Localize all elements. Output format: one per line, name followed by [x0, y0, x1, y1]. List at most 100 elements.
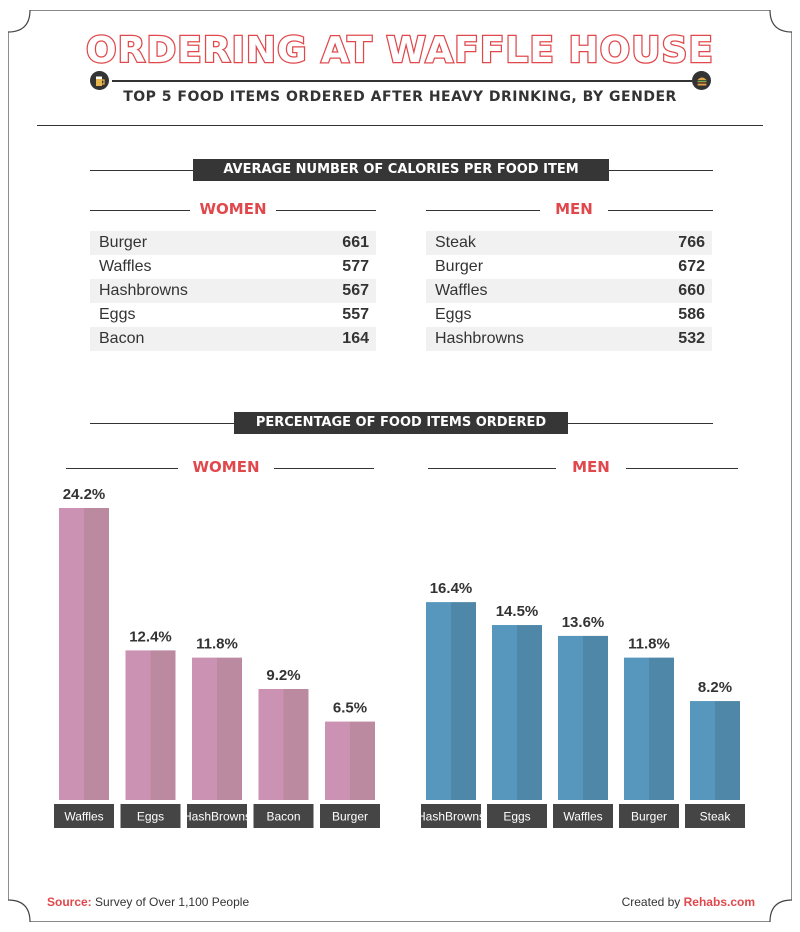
men-bar: [492, 625, 517, 800]
calorie-value: 586: [678, 306, 705, 323]
men-bar-group: 11.8% Burger: [619, 636, 679, 828]
men-category-box: [487, 804, 547, 828]
calorie-item: Eggs: [99, 306, 136, 323]
table-row: Eggs 557: [90, 303, 376, 327]
women-bar: [325, 721, 350, 800]
men-category-box: [421, 804, 481, 828]
men-bar-group: 13.6% Waffles: [553, 614, 613, 828]
women-category-label: Burger: [332, 810, 368, 824]
women-bar-shade: [150, 650, 176, 800]
women-category-label: Waffles: [64, 810, 103, 824]
percentage-banner: PERCENTAGE OF FOOD ITEMS ORDERED: [234, 412, 568, 434]
men-bar: [624, 657, 649, 800]
title-rule: [112, 80, 692, 82]
women-category-box: [253, 804, 314, 828]
men-value-label: 14.5%: [496, 603, 539, 620]
calorie-item: Eggs: [435, 306, 472, 323]
credit-note: Created by Rehabs.com: [622, 895, 755, 909]
men-bar: [426, 602, 451, 800]
table-row: Waffles 577: [90, 255, 376, 279]
women-category-label: Eggs: [137, 810, 164, 824]
men-category-label: Steak: [700, 810, 732, 824]
credit-prefix: Created by: [621, 895, 681, 909]
women-calories-label: WOMEN: [190, 200, 276, 218]
women-category-label: HashBrowns: [183, 810, 251, 824]
calorie-value: 567: [342, 282, 369, 299]
women-category-box: [120, 804, 181, 828]
women-bar-shade: [217, 657, 242, 800]
women-calories-table: Burger 661 Waffles 577 Hashbrowns 567 Eggs 5…: [90, 231, 376, 351]
men-value-label: 8.2%: [698, 679, 732, 696]
table-row: Waffles 660: [426, 279, 712, 303]
women-category-box: [54, 804, 114, 828]
men-value-label: 16.4%: [430, 580, 473, 597]
men-bar-group: 8.2% Steak: [685, 679, 745, 828]
calorie-value: 661: [342, 234, 369, 251]
page-subtitle: TOP 5 FOOD ITEMS ORDERED AFTER HEAVY DRI…: [123, 89, 677, 105]
men-bar-group: 16.4% HashBrowns: [417, 580, 485, 828]
calorie-item: Burger: [99, 234, 148, 251]
calorie-item: Waffles: [99, 258, 152, 275]
women-bar-group: 24.2% Waffles: [54, 486, 114, 828]
calorie-item: Waffles: [435, 282, 488, 299]
men-category-label: Eggs: [503, 810, 530, 824]
men-category-label: Waffles: [563, 810, 602, 824]
men-chart-label: MEN: [556, 458, 626, 476]
table-row: Eggs 586: [426, 303, 712, 327]
table-row: Burger 672: [426, 255, 712, 279]
men-value-label: 11.8%: [628, 636, 670, 653]
women-category-label: Bacon: [266, 810, 300, 824]
men-bar-group: 14.5% Eggs: [487, 603, 547, 828]
men-category-box: [553, 804, 613, 828]
women-bar-group: 12.4% Eggs: [120, 628, 181, 828]
calorie-value: 577: [342, 258, 369, 275]
women-bar: [192, 657, 217, 800]
calorie-value: 557: [342, 306, 369, 323]
women-bar: [125, 650, 151, 800]
women-bar: [258, 688, 284, 800]
women-value-label: 12.4%: [129, 628, 172, 645]
women-bar-shade: [84, 508, 109, 800]
men-category-box: [685, 804, 745, 828]
men-calories-table: Steak 766 Burger 672 Waffles 660 Eggs 586 Ha…: [426, 231, 712, 351]
men-category-box: [619, 804, 679, 828]
women-bar-group: 11.8% HashBrowns: [183, 636, 251, 828]
women-value-label: 11.8%: [196, 636, 238, 653]
calorie-item: Burger: [435, 258, 484, 275]
men-value-label: 13.6%: [562, 614, 605, 631]
beer-mug-icon: [90, 71, 109, 90]
men-bar-shade: [517, 625, 542, 800]
men-bar-shade: [649, 657, 674, 800]
men-bar: [690, 701, 715, 800]
men-calories-label: MEN: [540, 200, 608, 218]
women-category-box: [187, 804, 247, 828]
calorie-value: 766: [678, 234, 705, 251]
source-text: Survey of Over 1,100 People: [95, 895, 250, 909]
men-category-label: HashBrowns: [417, 810, 485, 824]
men-bar-shade: [583, 635, 608, 800]
page-title: ORDERING AT WAFFLE HOUSE: [85, 29, 714, 73]
table-row: Steak 766: [426, 231, 712, 255]
men-bar-shade: [715, 701, 740, 800]
calorie-value: 532: [678, 330, 705, 347]
women-value-label: 9.2%: [266, 667, 300, 684]
women-bar-shade: [350, 721, 375, 800]
women-bar-group: 6.5% Burger: [320, 700, 380, 828]
calorie-value: 164: [342, 330, 369, 347]
calorie-item: Steak: [435, 234, 476, 251]
women-value-label: 24.2%: [63, 486, 106, 503]
women-bar-group: 9.2% Bacon: [253, 667, 314, 828]
men-bar-shade: [451, 602, 476, 800]
source-label: Source:: [47, 895, 92, 909]
burger-icon: [692, 71, 711, 90]
table-row: Bacon 164: [90, 327, 376, 351]
header-divider: [37, 125, 763, 126]
women-category-box: [320, 804, 380, 828]
table-row: Hashbrowns 532: [426, 327, 712, 351]
credit-brand[interactable]: Rehabs.com: [683, 895, 755, 909]
men-category-label: Burger: [631, 810, 667, 824]
women-bar-shade: [283, 688, 309, 800]
calorie-value: 672: [678, 258, 705, 275]
women-chart-label: WOMEN: [178, 458, 274, 476]
